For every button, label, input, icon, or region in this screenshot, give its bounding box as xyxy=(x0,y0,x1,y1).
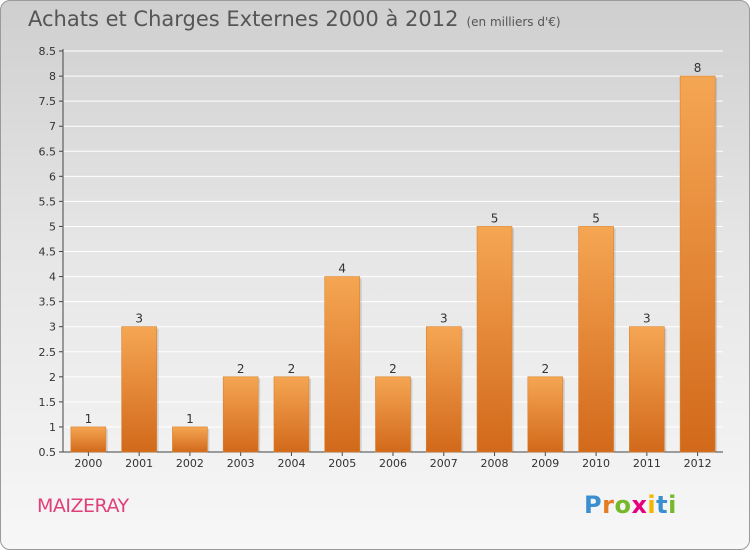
y-tick-label: 2.5 xyxy=(39,346,57,359)
bar-2006 xyxy=(375,376,411,453)
data-label-2005: 4 xyxy=(338,262,346,276)
y-tick-label: 4.5 xyxy=(39,246,57,259)
bar-2009 xyxy=(527,376,564,453)
data-label-2006: 2 xyxy=(389,362,397,376)
x-tick-label-2011: 2011 xyxy=(633,457,661,470)
y-tick-label: 8.5 xyxy=(39,45,57,58)
x-tick-label-2009: 2009 xyxy=(531,457,559,470)
logo-letter: o xyxy=(614,491,632,519)
logo-letter: r xyxy=(602,491,615,519)
y-tick-label: 1.5 xyxy=(39,396,57,409)
x-tick-label-2010: 2010 xyxy=(582,457,610,470)
proxiti-logo: Proxiti xyxy=(584,491,677,519)
y-tick-label: 3.5 xyxy=(39,296,57,309)
bar-2002 xyxy=(172,426,208,453)
x-tick-label-2012: 2012 xyxy=(684,457,712,470)
data-label-2001: 3 xyxy=(135,312,143,326)
y-tick-label: 0.5 xyxy=(39,446,57,459)
y-tick-label: 8 xyxy=(49,70,56,83)
x-tick-label-2003: 2003 xyxy=(227,457,255,470)
chart-title-text: Achats et Charges Externes 2000 à 2012 xyxy=(28,7,459,31)
bar-2000 xyxy=(70,426,107,453)
y-tick-label: 1 xyxy=(49,421,56,434)
x-tick-label-2001: 2001 xyxy=(125,457,153,470)
bar-2003 xyxy=(222,376,259,453)
x-tick-label-2002: 2002 xyxy=(176,457,204,470)
y-tick-label: 7 xyxy=(49,120,56,133)
bar-2004 xyxy=(273,376,310,453)
x-tick-label-2000: 2000 xyxy=(74,457,102,470)
labels: 1 2000 3 2001 1 2002 2 2003 2 2004 4 2005 2 2006 3 2007… xyxy=(74,61,711,470)
commune-name: MAIZERAY xyxy=(37,495,129,517)
y-tick-label: 2 xyxy=(49,371,56,384)
logo-letter: t xyxy=(656,491,669,519)
x-tick-label-2008: 2008 xyxy=(481,457,509,470)
data-label-2000: 1 xyxy=(85,412,93,426)
y-tick-label: 5.5 xyxy=(39,195,57,208)
data-label-2008: 5 xyxy=(491,211,499,225)
bar-2010 xyxy=(578,226,614,453)
data-label-2012: 8 xyxy=(694,61,702,75)
logo-letter: x xyxy=(631,491,648,519)
data-label-2004: 2 xyxy=(288,362,296,376)
logo-letter: i xyxy=(647,491,657,519)
y-tick-label: 4 xyxy=(49,271,56,284)
bar-2011 xyxy=(629,326,665,453)
y-tick-label: 6.5 xyxy=(39,145,57,158)
data-label-2003: 2 xyxy=(237,362,245,376)
data-label-2009: 2 xyxy=(541,362,549,376)
data-label-2002: 1 xyxy=(186,412,194,426)
bar-2001 xyxy=(121,326,157,453)
bar-2007 xyxy=(425,326,462,453)
bar-2012 xyxy=(679,75,716,453)
bars xyxy=(70,75,718,453)
logo-letter: i xyxy=(668,491,677,519)
bar-2005 xyxy=(324,276,361,453)
chart-title: Achats et Charges Externes 2000 à 2012 (e… xyxy=(28,7,561,31)
x-tick-label-2004: 2004 xyxy=(277,457,305,470)
y-tick-label: 5 xyxy=(49,220,56,233)
x-tick-label-2007: 2007 xyxy=(430,457,458,470)
data-label-2007: 3 xyxy=(440,312,448,326)
chart-unit: (en milliers d'€) xyxy=(466,15,561,29)
data-label-2010: 5 xyxy=(592,211,600,225)
data-label-2011: 3 xyxy=(643,312,651,326)
y-tick-label: 7.5 xyxy=(39,95,57,108)
logo-letter: P xyxy=(584,491,603,519)
x-tick-label-2006: 2006 xyxy=(379,457,407,470)
y-tick-label: 6 xyxy=(49,170,56,183)
y-tick-label: 3 xyxy=(49,321,56,334)
x-tick-label-2005: 2005 xyxy=(328,457,356,470)
bar-2008 xyxy=(476,226,513,453)
